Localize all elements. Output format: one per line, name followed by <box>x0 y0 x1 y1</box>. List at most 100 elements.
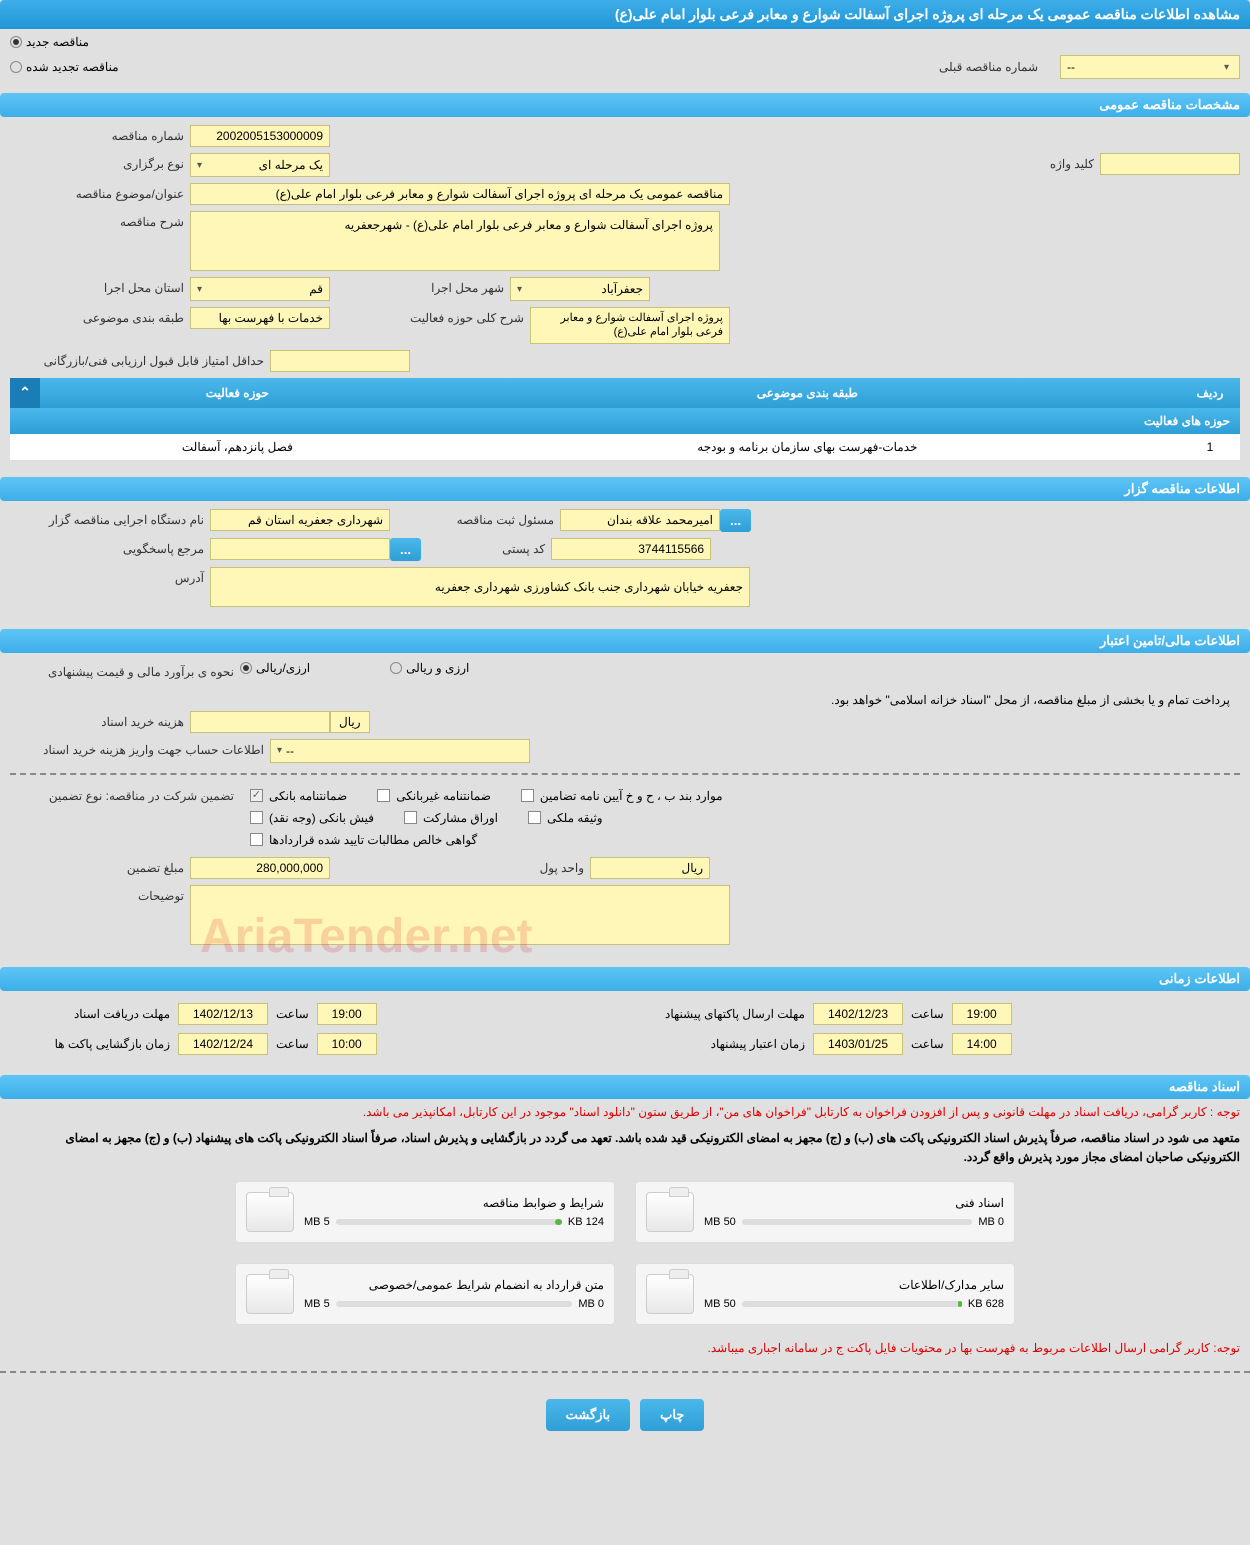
chevron-down-icon: ▾ <box>197 284 202 295</box>
col-row: ردیف <box>1180 378 1240 408</box>
section-general: مشخصات مناقصه عمومی <box>0 93 1250 117</box>
notice-1: توجه : کاربر گرامی، دریافت اسناد در مهلت… <box>0 1099 1250 1125</box>
org-label: نام دستگاه اجرایی مناقصه گزار <box>10 509 210 531</box>
city-label: شهر محل اجرا <box>390 277 510 299</box>
tender-new-radio[interactable]: مناقصه جدید <box>10 35 89 49</box>
receive-deadline-label: مهلت دریافت اسناد <box>20 1007 170 1021</box>
chevron-down-icon: ▾ <box>517 284 522 295</box>
time-label: ساعت <box>911 1037 944 1051</box>
unit-field: ریال <box>590 857 710 879</box>
file-card-technical[interactable]: اسناد فنی 50 MB 0 MB <box>635 1181 1015 1243</box>
keyword-field[interactable] <box>1100 153 1240 175</box>
payment-note: پرداخت تمام و یا بخشی از مبلغ مناقصه، از… <box>10 689 1240 711</box>
min-score-field[interactable] <box>270 350 410 372</box>
currency-radio[interactable]: ارزی و ریالی <box>390 661 469 675</box>
address-field[interactable]: جعفریه خیابان شهرداری جنب بانک کشاورزی ش… <box>210 567 750 607</box>
time-label: ساعت <box>911 1007 944 1021</box>
response-field[interactable] <box>210 538 390 560</box>
response-label: مرجع پاسخگویی <box>10 538 210 560</box>
remarks-label: توضیحات <box>10 885 190 907</box>
city-select[interactable]: جعفرآباد ▾ <box>510 277 650 301</box>
guarantee-amount-label: مبلغ تضمین <box>10 857 190 879</box>
receive-deadline-time[interactable]: 19:00 <box>317 1003 377 1025</box>
activity-title: حوزه های فعالیت <box>10 408 1240 434</box>
desc-label: شرح مناقصه <box>10 211 190 233</box>
cash-receipt-checkbox[interactable]: فیش بانکی (وجه نقد) <box>250 811 374 825</box>
account-label: اطلاعات حساب جهت واریز هزینه خرید اسناد <box>10 739 270 761</box>
file-card-conditions[interactable]: شرایط و ضوابط مناقصه 5 MB 124 KB <box>235 1181 615 1243</box>
type-select[interactable]: یک مرحله ای ▾ <box>190 153 330 177</box>
nonbank-guarantee-checkbox[interactable]: ضمانتنامه غیربانکی <box>377 789 491 803</box>
guarantee-amount-field[interactable]: 280,000,000 <box>190 857 330 879</box>
activity-table: ردیف طبقه بندی موضوعی حوزه فعالیت ⌃ حوزه… <box>10 378 1240 461</box>
items-guarantee-checkbox[interactable]: موارد بند ب ، ح و خ آیین نامه تضامین <box>521 789 723 803</box>
prev-number-select[interactable]: ▾ -- <box>1060 55 1240 79</box>
folder-icon <box>646 1274 694 1314</box>
keyword-label: کلید واژه <box>1020 153 1100 175</box>
tender-renewed-radio[interactable]: مناقصه تجدید شده <box>10 60 119 74</box>
title-label: عنوان/موضوع مناقصه <box>10 183 190 205</box>
response-browse-button[interactable]: ... <box>390 538 421 561</box>
postal-field[interactable]: 3744115566 <box>551 538 711 560</box>
type-label: نوع برگزاری <box>10 153 190 175</box>
bank-guarantee-checkbox[interactable]: ضمانتنامه بانکی <box>250 789 347 803</box>
participation-papers-checkbox[interactable]: اوراق مشارکت <box>404 811 498 825</box>
number-label: شماره مناقصه <box>10 125 190 147</box>
purchase-currency: ریال <box>330 711 370 733</box>
open-time-date[interactable]: 1402/12/24 <box>178 1033 268 1055</box>
registrar-browse-button[interactable]: ... <box>720 509 751 532</box>
estimate-label: نحوه ی برآورد مالی و قیمت پیشنهادی <box>10 661 240 683</box>
province-label: استان محل اجرا <box>10 277 190 299</box>
submit-deadline-label: مهلت ارسال پاکتهای پیشنهاد <box>655 1007 805 1021</box>
rial-radio[interactable]: ارزی/ریالی <box>240 661 310 675</box>
open-time-time[interactable]: 10:00 <box>317 1033 377 1055</box>
verified-claims-checkbox[interactable]: گواهی خالص مطالبات تایید شده قراردادها <box>250 833 477 847</box>
registrar-field: امیرمحمد علاقه بندان <box>560 509 720 531</box>
validity-date[interactable]: 1403/01/25 <box>813 1033 903 1055</box>
prev-number-label: شماره مناقصه قبلی <box>933 56 1044 78</box>
notice-3: توجه: کاربر گرامی ارسال اطلاعات مربوط به… <box>0 1335 1250 1361</box>
section-timing: اطلاعات زمانی <box>0 967 1250 991</box>
section-financial: اطلاعات مالی/تامین اعتبار <box>0 629 1250 653</box>
tender-renewed-label: مناقصه تجدید شده <box>26 60 119 74</box>
collapse-icon[interactable]: ⌃ <box>16 384 34 402</box>
desc-field[interactable]: پروژه اجرای آسفالت شوارع و معابر فرعی بل… <box>190 211 720 271</box>
submit-deadline-time[interactable]: 19:00 <box>952 1003 1012 1025</box>
back-button[interactable]: بازگشت <box>546 1399 630 1431</box>
purchase-cost-field[interactable] <box>190 711 330 733</box>
open-time-label: زمان بازگشایی پاکت ها <box>20 1037 170 1051</box>
scope-field: پروژه اجرای آسفالت شوارع و معابر فرعی بل… <box>530 307 730 344</box>
account-select[interactable]: -- ▾ <box>270 739 530 763</box>
province-select[interactable]: قم ▾ <box>190 277 330 301</box>
col-scope: حوزه فعالیت <box>40 378 435 408</box>
chevron-down-icon: ▾ <box>1224 62 1229 73</box>
submit-deadline-date[interactable]: 1402/12/23 <box>813 1003 903 1025</box>
section-documents: اسناد مناقصه <box>0 1075 1250 1099</box>
remarks-field[interactable] <box>190 885 730 945</box>
print-button[interactable]: چاپ <box>640 1399 704 1431</box>
guarantee-type-label: تضمین شرکت در مناقصه: نوع تضمین <box>10 785 240 807</box>
chevron-down-icon: ▾ <box>197 160 202 171</box>
registrar-label: مسئول ثبت مناقصه <box>430 509 560 531</box>
tender-new-label: مناقصه جدید <box>26 35 89 49</box>
postal-label: کد پستی <box>461 538 551 560</box>
number-field: 2002005153000009 <box>190 125 330 147</box>
table-row: 1 خدمات-فهرست بهای سازمان برنامه و بودجه… <box>10 434 1240 461</box>
category-field: خدمات با فهرست بها <box>190 307 330 329</box>
validity-time[interactable]: 14:00 <box>952 1033 1012 1055</box>
file-card-other[interactable]: سایر مدارک/اطلاعات 50 MB 628 KB <box>635 1263 1015 1325</box>
min-score-label: حداقل امتیاز قابل قبول ارزیابی فنی/بازرگ… <box>10 350 270 372</box>
purchase-cost-label: هزینه خرید اسناد <box>10 711 190 733</box>
category-label: طبقه بندی موضوعی <box>10 307 190 329</box>
folder-icon <box>246 1274 294 1314</box>
time-label: ساعت <box>276 1037 309 1051</box>
section-organizer: اطلاعات مناقصه گزار <box>0 477 1250 501</box>
property-deed-checkbox[interactable]: وثیقه ملکی <box>528 811 603 825</box>
unit-label: واحد پول <box>510 857 590 879</box>
folder-icon <box>246 1192 294 1232</box>
file-title: اسناد فنی <box>704 1196 1004 1210</box>
file-card-contract[interactable]: متن قرارداد به انضمام شرایط عمومی/خصوصی … <box>235 1263 615 1325</box>
receive-deadline-date[interactable]: 1402/12/13 <box>178 1003 268 1025</box>
title-field[interactable]: مناقصه عمومی یک مرحله ای پروژه اجرای آسف… <box>190 183 730 205</box>
file-title: شرایط و ضوابط مناقصه <box>304 1196 604 1210</box>
